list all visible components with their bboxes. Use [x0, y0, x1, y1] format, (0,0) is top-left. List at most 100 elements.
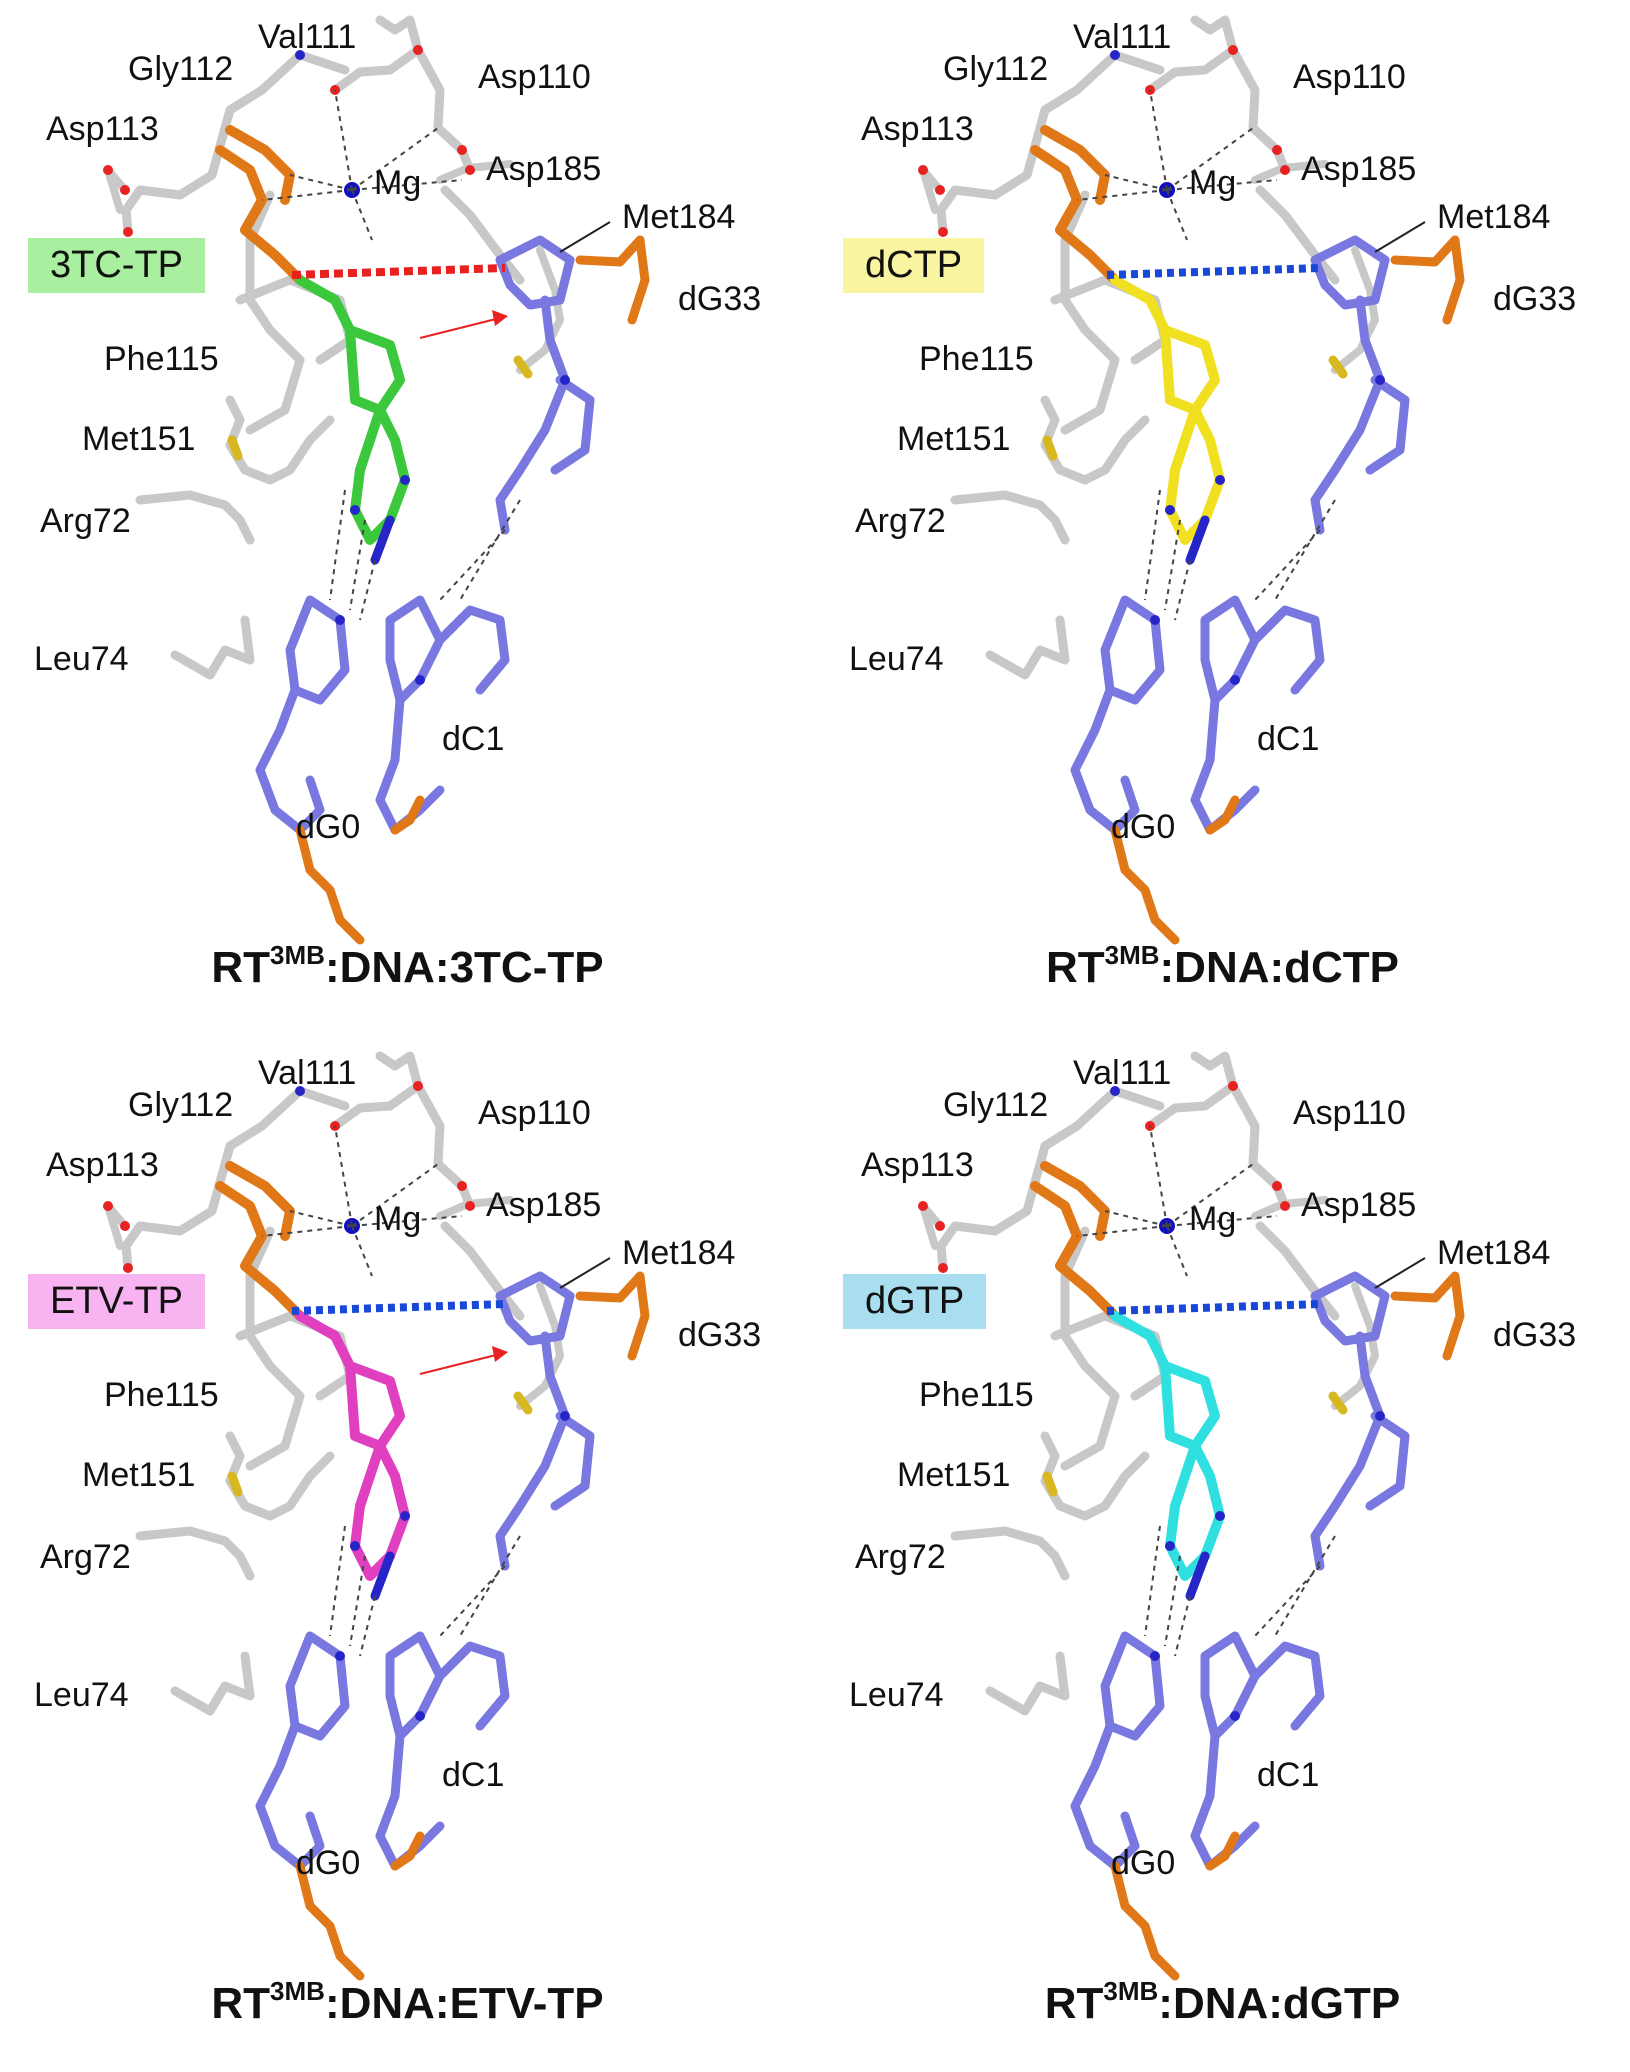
mg-coordination-bond — [1166, 1215, 1278, 1227]
mg-coordination-bond — [1104, 174, 1168, 191]
nitrogen-atom — [1215, 1511, 1225, 1521]
panel-caption: RT3MB:DNA:dGTP — [815, 1976, 1630, 2029]
mg-coordination-bond — [1104, 1210, 1168, 1227]
dna-dc1-ring — [1250, 605, 1325, 695]
caption-suffix: :DNA:dGTP — [1158, 1979, 1401, 2028]
label-gly112: Gly112 — [128, 50, 234, 88]
ligand-alpha-phosphate — [1040, 1161, 1110, 1241]
base-pair-hbond — [1254, 529, 1321, 601]
label-phe115: Phe115 — [919, 1376, 1034, 1414]
met184-leader-line — [559, 221, 611, 253]
dna-dc1-ring — [1250, 1641, 1325, 1731]
label-asp110: Asp110 — [478, 58, 591, 96]
residue-met151-stick — [1040, 395, 1150, 485]
base-pair-hbond — [1274, 499, 1336, 601]
shift-arrow-head — [492, 310, 508, 326]
base-pair-hbond — [359, 559, 376, 621]
oxygen-atom — [1272, 145, 1282, 155]
dna-dg0-sugar — [255, 685, 325, 835]
dna-dc1-base — [385, 1631, 445, 1741]
base-pair-hbond — [1144, 489, 1161, 601]
ligand-alpha-phosphate — [225, 1161, 295, 1241]
residue-met151-stick — [225, 395, 335, 485]
ligand-alpha-phosphate — [1040, 125, 1110, 205]
oxygen-atom — [413, 45, 423, 55]
label-met151: Met151 — [897, 1456, 1011, 1494]
dna-dc1-base — [385, 595, 445, 705]
label-met184: Met184 — [1437, 198, 1551, 236]
nitrogen-atom — [1230, 1711, 1240, 1721]
ligand-name-box: 3TC-TP — [28, 238, 205, 293]
structure-render — [918, 15, 1465, 945]
label-dg0: dG0 — [296, 1844, 361, 1882]
base-pair-hbond — [1274, 1535, 1336, 1637]
label-asp113: Asp113 — [46, 1146, 159, 1184]
dna-dg0-phosphate — [1110, 1861, 1180, 1981]
label-val111: Val111 — [1073, 1054, 1172, 1092]
panel-dctp: Val111 Gly112 Asp110 Asp113 Mg Asp185 Met184 dG… — [815, 0, 1630, 1036]
nitrogen-atom — [335, 615, 345, 625]
nitrogen-atom — [350, 505, 360, 515]
base-pair-hbond — [439, 529, 506, 601]
base-pair-hbond — [1174, 1595, 1191, 1657]
residue-asp110-stick — [1228, 1081, 1290, 1211]
dna-template-ring — [1365, 375, 1410, 475]
label-dg33: dG33 — [678, 280, 762, 318]
dna-template-base — [1310, 295, 1385, 535]
dna-dc1-sugar — [375, 695, 445, 835]
label-dc1: dC1 — [1257, 720, 1320, 758]
nitrogen-atom — [335, 1651, 345, 1661]
oxygen-atom — [120, 1221, 130, 1231]
sulfur-met151 — [227, 435, 243, 461]
residue-asp110-stick — [1228, 45, 1290, 175]
label-leu74: Leu74 — [849, 640, 944, 678]
mg-coordination-bond — [261, 1225, 353, 1237]
label-met184: Met184 — [622, 198, 736, 236]
caption-superscript: 3MB — [270, 1976, 325, 2006]
caption-superscript: 3MB — [1103, 1976, 1159, 2006]
label-met151: Met151 — [897, 420, 1011, 458]
oxygen-atom — [1228, 1081, 1238, 1091]
mg-coordination-bond — [1076, 1225, 1168, 1237]
label-mg: Mg — [374, 1200, 422, 1238]
mg-coordination-bond — [351, 179, 463, 191]
dna-dg33-phosphate — [1390, 1271, 1465, 1361]
sulfur-met184 — [1328, 1391, 1348, 1415]
nitrogen-atom — [1150, 615, 1160, 625]
residue-phe115-side — [235, 1311, 355, 1401]
oxygen-atom — [938, 227, 948, 237]
oxygen-atom — [1272, 1181, 1282, 1191]
dna-dg0-base — [285, 1631, 350, 1741]
mg-coordination-bond — [1166, 1225, 1188, 1277]
residue-met184-side — [516, 246, 564, 374]
dna-dc1-phosphate — [390, 1831, 425, 1871]
residue-phe115-ring — [245, 190, 305, 435]
oxygen-atom — [103, 1201, 113, 1211]
residue-leu74-stick — [985, 1651, 1070, 1716]
dna-dc1-sugar — [375, 1731, 445, 1871]
residue-met184-side — [1331, 246, 1379, 374]
nitrogen-atom — [350, 1541, 360, 1551]
caption-suffix: :DNA:dCTP — [1159, 943, 1400, 992]
panel-caption: RT3MB:DNA:dCTP — [815, 940, 1630, 993]
mg-coordination-bond — [351, 1225, 373, 1277]
label-leu74: Leu74 — [34, 640, 129, 678]
nitrogen-atom — [415, 675, 425, 685]
hydrogen-bond-line — [1106, 1300, 1321, 1315]
label-leu74: Leu74 — [34, 1676, 129, 1714]
nitrogen-atom — [1375, 375, 1385, 385]
residue-phe115-side — [235, 275, 355, 365]
sulfur-met151 — [1042, 1471, 1058, 1497]
label-asp110: Asp110 — [478, 1094, 591, 1132]
oxygen-atom — [465, 165, 475, 175]
nitrogen-atom — [295, 1086, 305, 1096]
residue-arg72-stick — [950, 1526, 1070, 1581]
nitrogen-atom — [1215, 475, 1225, 485]
nitrogen-atom — [415, 1711, 425, 1721]
dna-dc1-base — [1200, 595, 1260, 705]
dna-dc1-phosphate — [390, 795, 425, 835]
label-asp110: Asp110 — [1293, 58, 1406, 96]
ligand-triphosphate — [1030, 145, 1120, 285]
label-dg0: dG0 — [1111, 808, 1176, 846]
residue-met184-side — [516, 1282, 564, 1410]
